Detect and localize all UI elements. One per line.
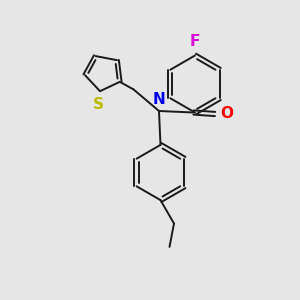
Text: O: O xyxy=(220,106,233,122)
Text: N: N xyxy=(153,92,165,107)
Text: F: F xyxy=(190,34,200,50)
Text: S: S xyxy=(93,97,104,112)
